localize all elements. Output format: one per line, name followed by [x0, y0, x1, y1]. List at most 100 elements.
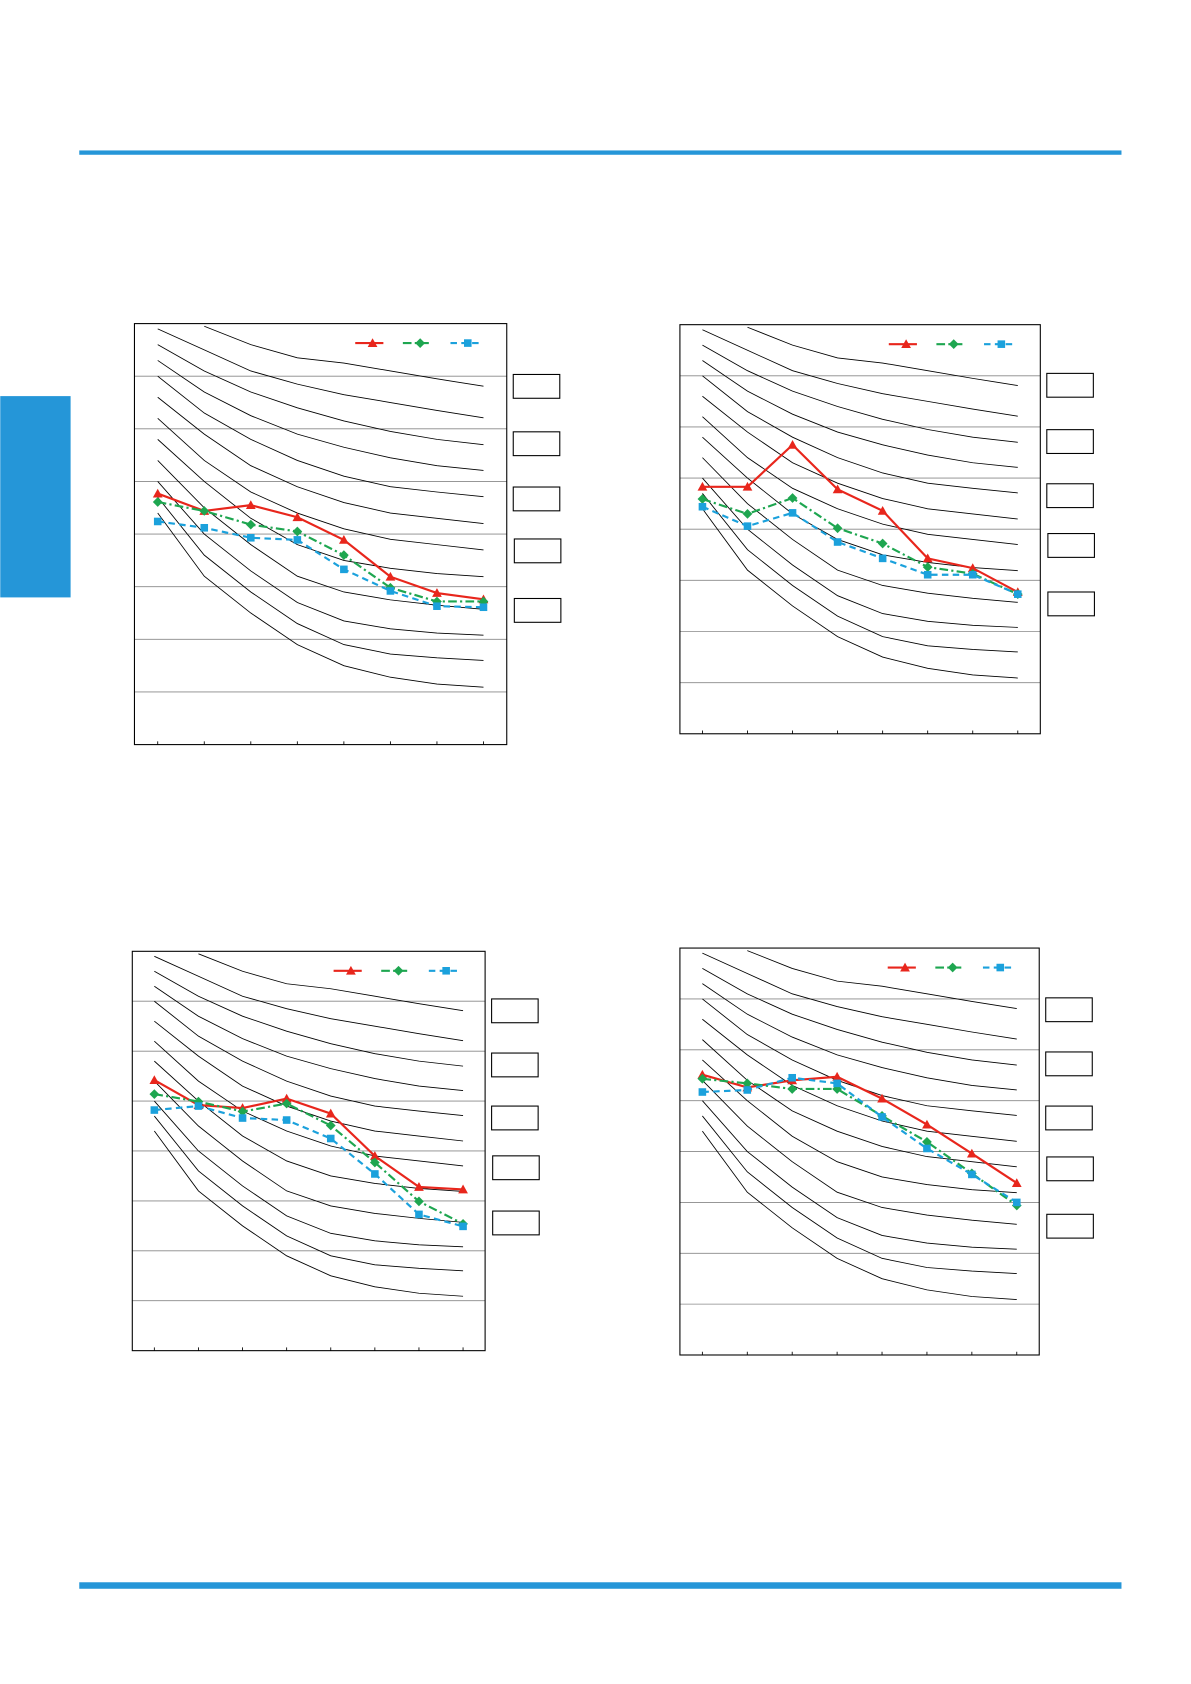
marker-square [415, 1210, 423, 1219]
marker-triangle [325, 1108, 336, 1118]
marker-triangle [152, 488, 163, 498]
marker-square [1012, 1198, 1021, 1207]
label-box [492, 1155, 540, 1181]
marker-triangle [458, 1184, 468, 1194]
footer-rule [79, 1582, 1122, 1589]
marker-diamond [199, 506, 210, 516]
marker-square [326, 1134, 335, 1143]
label-box [1046, 372, 1094, 398]
marker-square [1013, 590, 1022, 598]
label-box [1046, 429, 1094, 455]
marker-square [200, 523, 209, 532]
marker-triangle [877, 505, 888, 515]
label-box [491, 998, 539, 1024]
marker-square [433, 602, 441, 610]
marker-triangle [385, 571, 396, 581]
reference-curve [702, 952, 1017, 1040]
marker-square [968, 1170, 976, 1179]
marker-square [153, 517, 162, 526]
reference-curve [154, 1080, 464, 1223]
label-box [512, 486, 561, 512]
marker-square [293, 536, 302, 544]
reference-curve [157, 496, 484, 661]
data-line [153, 1079, 464, 1191]
label-box [1047, 533, 1095, 558]
data-line [154, 1093, 464, 1225]
reference-curve [702, 329, 1018, 417]
reference-curve [153, 1130, 464, 1297]
marker-triangle [922, 553, 933, 563]
marker-diamond [877, 538, 888, 549]
legend-marker [415, 338, 426, 348]
marker-triangle [832, 1071, 842, 1081]
data-line [157, 520, 484, 609]
reference-curve [702, 493, 1018, 653]
reference-curve [154, 1100, 464, 1248]
data-line [702, 443, 1019, 594]
reference-curve [702, 1080, 1017, 1225]
marker-diamond [832, 523, 843, 534]
reference-curve [154, 1040, 464, 1167]
reference-curve [702, 983, 1017, 1091]
reference-curve [157, 344, 484, 446]
marker-triangle [414, 1182, 424, 1191]
reference-curve [157, 512, 484, 688]
data-line [154, 1104, 464, 1228]
reference-curve [702, 457, 1018, 603]
reference-curve [702, 375, 1018, 494]
data-line [157, 492, 484, 601]
marker-diamond [339, 550, 349, 561]
marker-square [247, 533, 255, 542]
legend-marker [948, 339, 959, 350]
marker-square [743, 1086, 752, 1094]
marker-square [743, 522, 752, 530]
marker-triangle [369, 1151, 380, 1160]
reference-curve [702, 1018, 1017, 1142]
marker-square [371, 1170, 379, 1178]
marker-square [282, 1116, 291, 1124]
data-line [157, 500, 484, 603]
marker-diamond [325, 1120, 336, 1131]
reference-curve [154, 970, 464, 1067]
legend-marker [947, 962, 958, 973]
marker-square [878, 1113, 886, 1121]
marker-triangle [966, 1148, 977, 1158]
marker-triangle [922, 1119, 932, 1129]
marker-triangle [149, 1075, 160, 1084]
marker-diamond [787, 1084, 798, 1094]
marker-triangle [787, 439, 798, 449]
label-box [491, 1052, 539, 1078]
marker-diamond [414, 1196, 424, 1207]
marker-diamond [922, 562, 933, 572]
plot-frame [131, 950, 486, 1352]
label-box [513, 538, 562, 564]
reference-curve [702, 1115, 1017, 1275]
marker-square [194, 1102, 203, 1110]
label-box [1046, 1213, 1094, 1239]
reference-curve [702, 968, 1017, 1066]
reference-curve [702, 344, 1018, 443]
reference-curve [702, 477, 1018, 628]
marker-square [923, 570, 932, 579]
marker-triangle [697, 481, 708, 491]
marker-square [878, 554, 887, 563]
reference-curve [154, 985, 464, 1092]
data-line [702, 1073, 1018, 1184]
marker-triangle [967, 563, 978, 572]
reference-curve [157, 439, 484, 578]
marker-square [698, 1088, 707, 1096]
marker-triangle [742, 481, 753, 491]
legend-marker [901, 339, 911, 349]
marker-square [788, 509, 797, 517]
marker-diamond [369, 1157, 380, 1168]
marker-diamond [697, 494, 708, 504]
plot-frame [133, 323, 508, 746]
label-box [513, 597, 562, 623]
reference-curve [154, 955, 464, 1042]
label-box [1046, 483, 1094, 509]
label-box [512, 431, 561, 457]
data-line [702, 505, 1019, 596]
marker-triangle [281, 1093, 292, 1103]
